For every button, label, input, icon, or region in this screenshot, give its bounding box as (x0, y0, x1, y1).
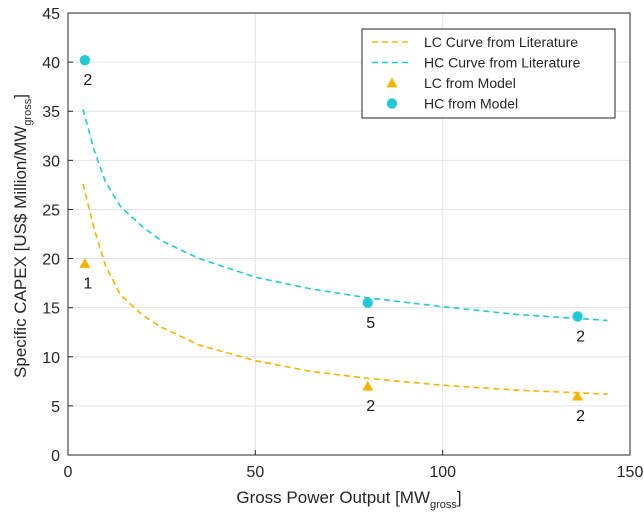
legend: LC Curve from Literature HC Curve from Li… (361, 28, 616, 119)
y-axis-label: Specific CAPEX [US$ Million/MWgross] (11, 94, 34, 378)
point-annotations: 1 2 2 2 5 2 (83, 72, 585, 425)
x-tick-label: 50 (246, 464, 264, 481)
point-count-label: 2 (366, 398, 375, 415)
y-tick-label: 25 (42, 202, 60, 219)
y-tick-label: 5 (51, 399, 60, 416)
markers (79, 54, 584, 401)
point-count-label: 2 (576, 408, 585, 425)
series-line (82, 109, 608, 322)
y-tick-label: 45 (42, 6, 60, 23)
hc-model-point (362, 297, 373, 308)
x-tick-label: 100 (429, 464, 456, 481)
legend-label: LC from Model (424, 75, 516, 91)
point-count-label: 2 (83, 72, 92, 89)
x-tick-label: 0 (64, 464, 73, 481)
lc-model-point (572, 390, 584, 401)
curves (82, 109, 608, 395)
y-tick-label: 35 (42, 104, 60, 121)
point-count-label: 5 (366, 315, 375, 332)
plot-frame (67, 12, 631, 456)
series-line (82, 183, 608, 395)
y-tick-label: 10 (42, 350, 60, 367)
lc-model-point (362, 380, 374, 391)
legend-label: HC from Model (424, 96, 518, 112)
legend-box (361, 28, 616, 119)
y-tick-label: 0 (51, 448, 60, 465)
x-tick-label: 150 (617, 464, 644, 481)
hc-model-point (572, 311, 583, 322)
lc-model-point (79, 257, 91, 268)
point-count-label: 2 (576, 329, 585, 346)
hc-model-point (79, 54, 91, 66)
legend-swatch-circle (386, 98, 398, 109)
y-tick-label: 30 (42, 153, 60, 170)
y-tick-label: 40 (42, 55, 60, 72)
legend-swatch-triangle (386, 77, 398, 88)
x-axis-label: Gross Power Output [MWgross] (236, 488, 461, 511)
legend-label: HC Curve from Literature (424, 55, 581, 71)
point-count-label: 1 (83, 275, 92, 292)
y-tick-label: 15 (42, 301, 60, 318)
y-tick-label: 20 (42, 252, 60, 269)
legend-label: LC Curve from Literature (424, 34, 578, 50)
